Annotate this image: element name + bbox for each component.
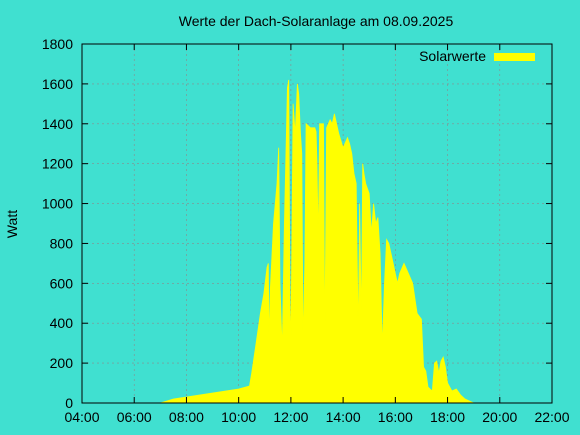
y-tick-label: 800 bbox=[50, 235, 74, 251]
x-tick-label: 08:00 bbox=[169, 409, 204, 425]
x-tick-label: 16:00 bbox=[378, 409, 413, 425]
x-tick-label: 04:00 bbox=[64, 409, 99, 425]
y-tick-label: 1800 bbox=[42, 36, 73, 52]
y-tick-label: 1200 bbox=[42, 156, 73, 172]
chart-title: Werte der Dach-Solaranlage am 08.09.2025 bbox=[179, 13, 454, 29]
x-tick-label: 22:00 bbox=[534, 409, 569, 425]
x-tick-label: 12:00 bbox=[273, 409, 308, 425]
y-tick-label: 400 bbox=[50, 315, 74, 331]
x-tick-label: 20:00 bbox=[482, 409, 517, 425]
y-tick-label: 1400 bbox=[42, 116, 73, 132]
series-area bbox=[160, 79, 474, 404]
legend-label: Solarwerte bbox=[419, 48, 486, 64]
x-tick-label: 06:00 bbox=[117, 409, 152, 425]
axis-ticks: 04:00 06:00 08:00 10:00 12:00 14:00 16:00 18:00… bbox=[42, 36, 570, 425]
y-tick-label: 600 bbox=[50, 275, 74, 291]
legend: Solarwerte bbox=[419, 48, 535, 64]
y-tick-label: 1600 bbox=[42, 76, 73, 92]
series-solarwerte bbox=[160, 79, 474, 404]
plot-frame bbox=[81, 43, 553, 404]
x-tick-label: 14:00 bbox=[326, 409, 361, 425]
y-axis-label: Watt bbox=[4, 210, 20, 238]
y-tick-label: 1000 bbox=[42, 196, 73, 212]
y-tick-label: 0 bbox=[65, 395, 73, 411]
x-tick-label: 18:00 bbox=[430, 409, 465, 425]
legend-swatch bbox=[494, 53, 535, 61]
x-tick-label: 10:00 bbox=[221, 409, 256, 425]
y-tick-label: 200 bbox=[50, 355, 74, 371]
